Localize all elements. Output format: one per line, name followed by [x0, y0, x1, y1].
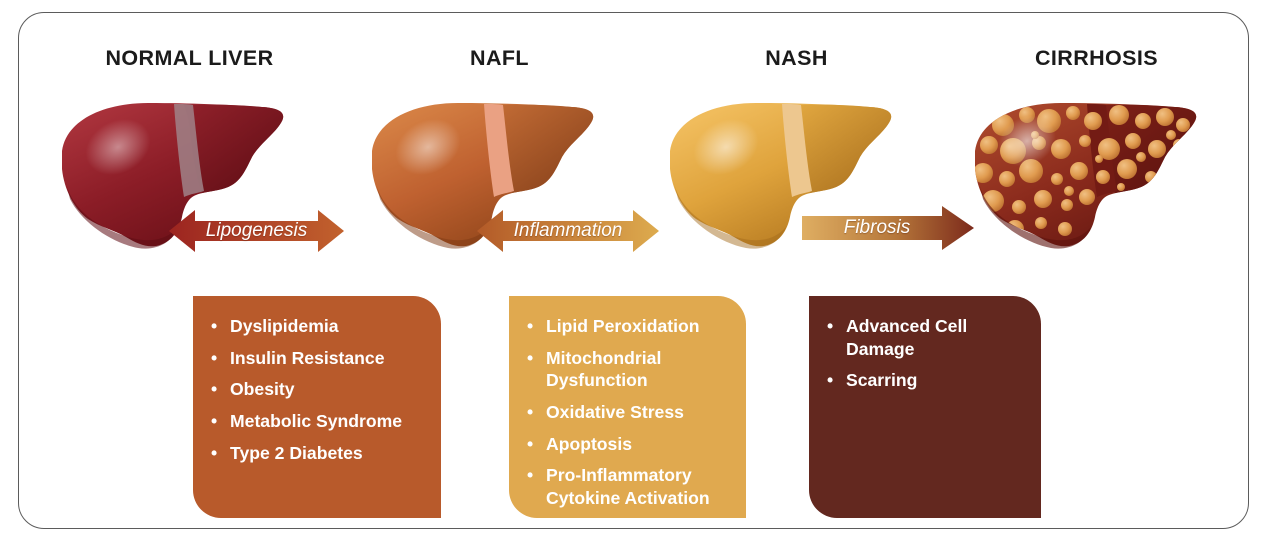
- arrow-fibrosis: Fibrosis: [802, 205, 974, 251]
- bullet-icon: •: [211, 411, 218, 432]
- arrow-lipogenesis: Lipogenesis: [169, 208, 344, 254]
- feature-item: • Insulin Resistance: [211, 347, 427, 370]
- bullet-icon: •: [211, 442, 218, 463]
- feature-item: • Obesity: [211, 378, 427, 401]
- bullet-icon: •: [527, 465, 534, 486]
- feature-item-label: Metabolic Syndrome: [230, 411, 403, 432]
- feature-list-cirrhosis: • Advanced Cell Damage • Scarring: [827, 315, 1027, 392]
- bullet-icon: •: [527, 402, 534, 423]
- feature-item-label: Mitochondrial Dysfunction: [546, 347, 662, 391]
- feature-item: • Dyslipidemia: [211, 315, 427, 338]
- feature-item: • Scarring: [827, 369, 1027, 392]
- stage-title-cirrhosis: CIRRHOSIS: [1034, 46, 1159, 70]
- arrow-inflammation: Inflammation: [477, 208, 659, 254]
- feature-box-nash: • Lipid Peroxidation • Mitochondrial Dys…: [509, 296, 746, 518]
- bullet-icon: •: [527, 316, 534, 336]
- feature-item-label: Type 2 Diabetes: [230, 442, 363, 463]
- feature-item: • Metabolic Syndrome: [211, 410, 427, 433]
- bullet-icon: •: [827, 370, 834, 391]
- stage-title-nash: NASH: [765, 46, 828, 70]
- feature-list-nafl: • Dyslipidemia • Insulin Resistance • Ob…: [211, 315, 427, 464]
- feature-item: • Type 2 Diabetes: [211, 442, 427, 465]
- feature-item-label: Apoptosis: [546, 433, 633, 454]
- feature-item: • Advanced Cell Damage: [827, 315, 1027, 360]
- feature-item-label: Oxidative Stress: [546, 402, 684, 423]
- stage-title-nafl: NAFL: [470, 46, 529, 70]
- bullet-icon: •: [527, 433, 534, 454]
- feature-item: • Mitochondrial Dysfunction: [527, 347, 732, 392]
- feature-item: • Apoptosis: [527, 433, 732, 456]
- liver-illustration-normal: [56, 91, 291, 276]
- feature-item-label: Advanced Cell Damage: [846, 316, 968, 359]
- bullet-icon: •: [827, 316, 834, 336]
- feature-item-label: Pro-Inflammatory Cytokine Activation: [546, 465, 710, 509]
- feature-list-nash: • Lipid Peroxidation • Mitochondrial Dys…: [527, 315, 732, 510]
- liver-illustration-nafl: [366, 91, 601, 276]
- feature-item-label: Dyslipidemia: [230, 316, 339, 336]
- bullet-icon: •: [211, 347, 218, 368]
- feature-box-cirrhosis: • Advanced Cell Damage • Scarring: [809, 296, 1041, 518]
- bullet-icon: •: [211, 379, 218, 400]
- feature-item-label: Obesity: [230, 379, 295, 400]
- feature-item-label: Lipid Peroxidation: [546, 316, 700, 336]
- stage-title-normal-liver: NORMAL LIVER: [105, 46, 274, 70]
- liver-illustration-cirrhosis: [969, 91, 1204, 276]
- feature-item: • Pro-Inflammatory Cytokine Activation: [527, 464, 732, 509]
- bullet-icon: •: [527, 347, 534, 368]
- feature-item-label: Insulin Resistance: [230, 347, 385, 368]
- feature-item-label: Scarring: [846, 370, 918, 391]
- bullet-icon: •: [211, 316, 218, 336]
- diagram-frame: NORMAL LIVER NAFL NASH CIRRHOSIS: [18, 12, 1249, 529]
- feature-item: • Lipid Peroxidation: [527, 315, 732, 338]
- liver-illustration-nash: [664, 91, 899, 276]
- feature-item: • Oxidative Stress: [527, 401, 732, 424]
- feature-box-nafl: • Dyslipidemia • Insulin Resistance • Ob…: [193, 296, 441, 518]
